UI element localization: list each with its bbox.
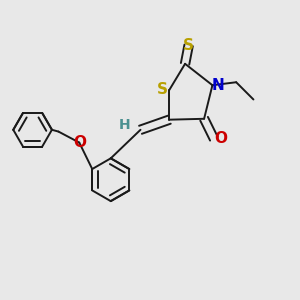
Text: S: S [156,82,167,98]
Text: O: O [214,131,227,146]
Text: H: H [119,118,130,132]
Text: S: S [183,38,194,53]
Text: O: O [73,135,86,150]
Text: N: N [212,78,224,93]
